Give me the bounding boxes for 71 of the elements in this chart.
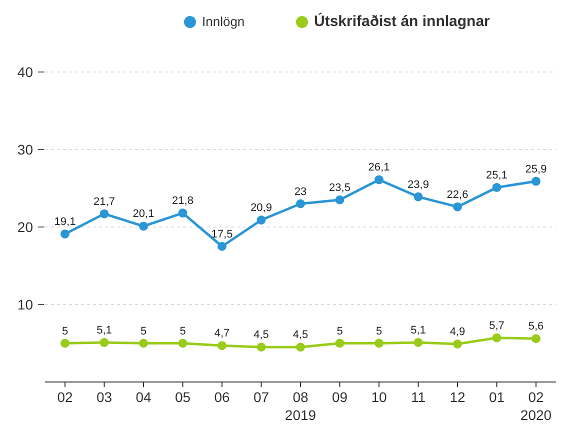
data-label: 5 — [376, 325, 382, 338]
point — [218, 242, 226, 251]
point — [178, 338, 188, 348]
point — [414, 192, 423, 202]
point — [178, 208, 188, 218]
x-tick-label: 12 — [450, 389, 466, 405]
point — [532, 334, 540, 344]
point — [139, 338, 148, 348]
data-label: 5,1 — [96, 324, 112, 336]
x-tick-label: 02 — [57, 389, 73, 405]
point — [60, 229, 70, 238]
point — [218, 341, 226, 350]
x-tick-label: 02 2020 — [520, 389, 552, 423]
data-label: 25,9 — [525, 163, 547, 176]
point — [453, 340, 462, 349]
y-tick-label: 20 — [17, 219, 34, 235]
point — [256, 342, 266, 352]
data-label: 23 — [294, 186, 307, 198]
point — [296, 199, 305, 208]
point — [374, 175, 384, 184]
data-label: 5 — [62, 325, 68, 338]
x-tick-label: 08 2019 — [284, 389, 316, 423]
point — [532, 176, 540, 186]
data-label: 5,1 — [410, 324, 426, 336]
x-tick-label: 09 — [332, 389, 348, 405]
y-tick-label: 40 — [17, 64, 34, 80]
point — [492, 333, 502, 342]
data-label: 23,5 — [329, 182, 350, 194]
data-label: 4,9 — [450, 326, 466, 338]
data-label: 17,5 — [211, 228, 233, 240]
data-label: 21,7 — [94, 196, 115, 208]
x-tick-label: 06 — [214, 389, 230, 405]
data-label: 5,7 — [489, 320, 504, 332]
data-label: 21,8 — [172, 195, 194, 208]
point — [296, 342, 305, 352]
data-label: 20,9 — [250, 202, 272, 214]
data-label: 5 — [336, 325, 343, 338]
data-label: 26,1 — [368, 162, 390, 174]
data-label: 4,5 — [254, 329, 269, 342]
data-label: 4,7 — [214, 328, 230, 340]
data-label: 19,1 — [54, 216, 76, 228]
point — [335, 338, 344, 348]
data-label: 5 — [180, 325, 186, 338]
legend-label: Innlögn — [202, 14, 245, 29]
point — [100, 338, 109, 347]
x-tick-label: 03 — [96, 389, 112, 405]
data-label: 4,5 — [292, 329, 308, 342]
y-tick-label: 30 — [17, 142, 34, 158]
data-label: 5 — [140, 325, 147, 338]
data-label: 25,1 — [486, 169, 508, 182]
x-tick-label: 11 — [410, 389, 426, 405]
y-tick-label: 10 — [17, 296, 34, 312]
x-tick-label: 07 — [253, 389, 270, 405]
point — [492, 182, 502, 192]
point — [414, 338, 423, 347]
x-tick-label: 01 — [488, 389, 505, 405]
x-tick-label: 04 — [136, 389, 152, 405]
point — [335, 195, 344, 204]
point — [100, 209, 109, 218]
point — [374, 338, 384, 348]
point — [256, 216, 266, 225]
data-label: 5,6 — [528, 320, 544, 333]
point — [139, 222, 148, 231]
point — [60, 338, 70, 348]
x-tick-label: 10 — [371, 389, 387, 405]
data-label: 20,1 — [132, 208, 154, 220]
point — [453, 202, 462, 212]
legend-label: Útskrifaðist án innlagnar — [314, 12, 490, 30]
x-tick-label: 05 — [174, 389, 191, 405]
data-label: 23,9 — [408, 178, 429, 191]
data-label: 22,6 — [446, 188, 468, 201]
